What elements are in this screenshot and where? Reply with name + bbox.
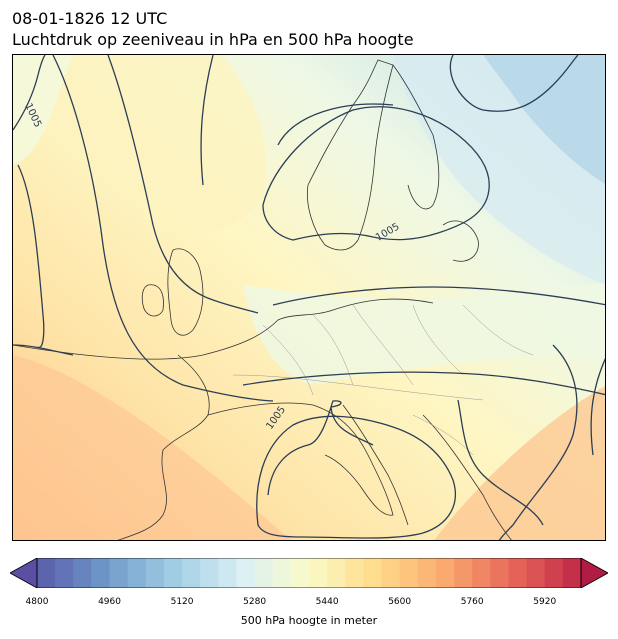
colorbar-tick-label: 5760 [460, 597, 484, 607]
colorbar-cell [309, 558, 328, 588]
colorbar-cell [218, 558, 237, 588]
height-band-cool-northwest [13, 55, 73, 165]
colorbar-canvas [9, 557, 609, 589]
colorbar-cell [73, 558, 92, 588]
colorbar-cell [272, 558, 292, 588]
colorbar-cell [327, 558, 346, 588]
isobar-line [277, 103, 394, 146]
colorbar-label: 500 hPa hoogte in meter [240, 614, 378, 627]
colorbar-cell [145, 558, 165, 588]
colorbar-cell [182, 558, 201, 588]
isobar-line [590, 357, 605, 456]
colorbar [9, 557, 609, 592]
mediterranean-coast [207, 402, 394, 516]
colorbar-extend-high [580, 557, 609, 589]
ireland-coast [141, 284, 164, 317]
map-canvas: 1005 1005 1005 [13, 55, 605, 540]
height-trough-northeast [483, 55, 605, 184]
colorbar-tick-label: 5920 [533, 597, 557, 607]
isobar-line [13, 55, 46, 131]
north-europe-coast [13, 298, 434, 360]
colorbar-tick-label: 4960 [98, 597, 121, 607]
colorbar-cell [236, 558, 256, 588]
balkans-coast [422, 414, 512, 540]
height-band-central-europe [243, 283, 605, 385]
iberia-coast [117, 354, 210, 540]
gulf-of-finland-coast [442, 220, 479, 262]
colorbar-cell [345, 558, 364, 588]
colorbar-tick-label: 5440 [315, 597, 339, 607]
isobar-low-mediterranean [256, 415, 456, 539]
isobar-line [272, 286, 605, 306]
colorbar-cell [127, 558, 147, 588]
height-band-warm-southeast [434, 386, 605, 540]
colorbar-cell [254, 558, 274, 588]
colorbar-cell [37, 558, 56, 588]
isobar-line [200, 55, 214, 186]
colorbar-cell [200, 558, 219, 588]
colorbar-cell [508, 558, 528, 588]
map-title-description: Luchtdruk op zeeniveau in hPa en 500 hPa… [12, 30, 414, 49]
colorbar-cell [363, 558, 383, 588]
isobars [13, 55, 605, 540]
isobar-line [498, 344, 578, 540]
height-band-warm-southwest [13, 355, 291, 540]
colorbar-cell [490, 558, 509, 588]
colorbar-cell [454, 558, 473, 588]
map-title-date: 08-01-1826 12 UTC [12, 9, 168, 28]
isobar-line [52, 55, 274, 402]
italy-coast [342, 404, 409, 526]
colorbar-cell [381, 558, 401, 588]
isobar-low-scandinavia [262, 106, 490, 241]
colorbar-cell [91, 558, 111, 588]
isobar-line [449, 55, 579, 112]
colorbar-tick-label: 5120 [170, 597, 194, 607]
isobar-line [17, 164, 45, 348]
colorbar-cell [435, 558, 455, 588]
colorbar-extend-low [9, 557, 38, 589]
colorbar-tick-label: 4800 [25, 597, 49, 607]
colorbar-cell [290, 558, 310, 588]
height-band-ridge-atlantic [13, 55, 266, 235]
isobar-line [267, 400, 374, 496]
colorbar-cell [472, 558, 491, 588]
colorbar-cell [109, 558, 129, 588]
isobar-line [107, 55, 259, 314]
baltic-coast [392, 64, 440, 210]
colorbar-cell [544, 558, 564, 588]
colorbar-cell [55, 558, 74, 588]
isobar-line [457, 399, 544, 526]
colorbar-cell [562, 558, 582, 588]
colorbar-cells [37, 558, 582, 588]
colorbar-cell [417, 558, 437, 588]
great-britain-coast [167, 248, 204, 336]
isobar-line [242, 371, 605, 396]
colorbar-cell [399, 558, 419, 588]
colorbar-tick-label: 5280 [243, 597, 267, 607]
weather-map: 1005 1005 1005 [12, 54, 606, 541]
colorbar-tick-label: 5600 [388, 597, 412, 607]
colorbar-cell [163, 558, 183, 588]
colorbar-cell [526, 558, 546, 588]
isobar-line [13, 344, 74, 356]
